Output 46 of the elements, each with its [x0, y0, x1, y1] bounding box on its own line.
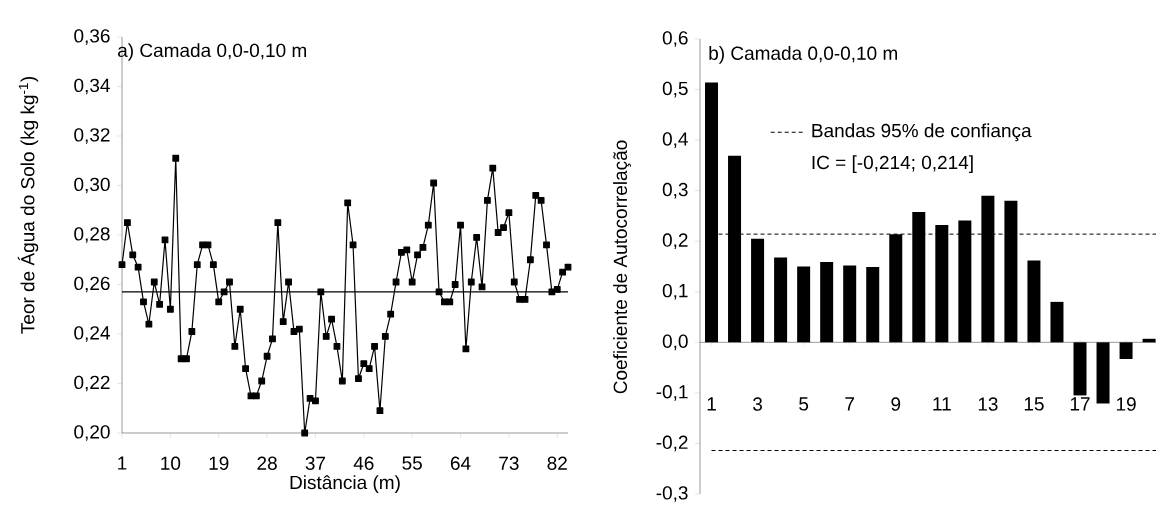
x-tick-label: 28 — [257, 456, 277, 470]
x-tick-label: 7 — [845, 397, 855, 411]
x-tick-label: 5 — [799, 397, 809, 411]
x-axis-title: Distância (m) — [290, 475, 400, 493]
y-tick-label: 0,20 — [74, 425, 110, 441]
y-tick-label: 0,2 — [662, 233, 688, 250]
y-tick-label: 0,6 — [662, 31, 688, 47]
y-axis-title: Coeficiente de Autocorrelação — [613, 140, 631, 394]
chart-title: b) Camada 0,0-0,10 m — [709, 46, 897, 64]
y-tick-label: -0,3 — [656, 486, 688, 502]
x-tick-label: 37 — [305, 456, 326, 470]
x-tick-label: 46 — [353, 456, 374, 470]
x-tick-label: 3 — [753, 397, 763, 411]
y-tick-label: 0,3 — [662, 182, 688, 199]
x-tick-label: 1 — [118, 456, 127, 470]
x-tick-label: 55 — [402, 456, 422, 470]
x-tick-label: 15 — [1024, 397, 1044, 411]
x-tick-label: 1 — [707, 397, 716, 411]
x-tick-label: 73 — [499, 456, 519, 470]
x-tick-label: 82 — [547, 456, 567, 470]
legend-label: Bandas 95% de confiança — [812, 123, 1032, 142]
y-tick-label: 0,22 — [74, 375, 110, 392]
x-tick-label: 64 — [450, 456, 471, 470]
y-tick-label: 0,28 — [74, 227, 110, 243]
x-tick-label: 11 — [933, 397, 951, 411]
y-tick-label: 0,30 — [74, 177, 110, 194]
y-tick-label: 0,5 — [662, 81, 688, 98]
y-tick-label: 0,26 — [74, 276, 110, 293]
y-tick-label: -0,1 — [656, 385, 688, 401]
y-tick-label: 0,0 — [662, 334, 688, 351]
y-tick-label: 0,36 — [74, 29, 110, 45]
chart-title: a) Camada 0,0-0,10 m — [118, 43, 307, 61]
y-tick-label: 0,24 — [74, 326, 110, 342]
x-tick-label: 10 — [161, 456, 181, 470]
y-tick-label: 0,1 — [662, 283, 688, 300]
annotation: IC = [-0,214; 0,214] — [812, 155, 973, 173]
x-tick-label: 17 — [1070, 397, 1090, 411]
y-tick-label: 0,34 — [74, 78, 110, 95]
y-tick-label: -0,2 — [656, 435, 688, 452]
x-tick-label: 9 — [891, 397, 901, 411]
x-tick-label: 19 — [209, 456, 229, 470]
y-axis-title: Teor de Água do Solo (kg kg$^{-1}$) — [17, 76, 39, 334]
x-tick-label: 19 — [1116, 397, 1136, 411]
x-tick-label: 13 — [978, 397, 998, 411]
y-tick-label: 0,4 — [662, 132, 688, 148]
y-tick-label: 0,32 — [74, 128, 110, 144]
